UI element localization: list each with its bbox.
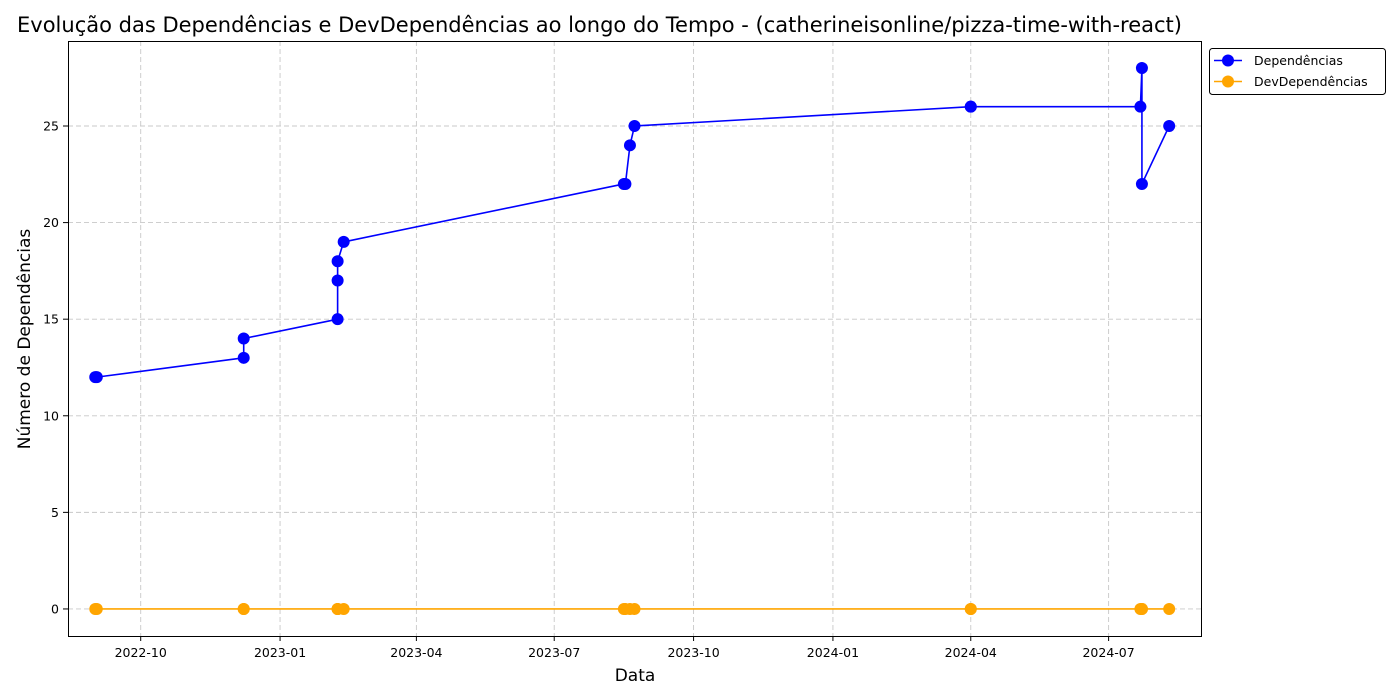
data-point-dependencias[interactable]	[1135, 177, 1148, 190]
data-point-devdependencias[interactable]	[237, 602, 250, 615]
data-point-dependencias[interactable]	[237, 332, 250, 345]
data-point-dependencias[interactable]	[337, 235, 350, 248]
data-point-devdependencias[interactable]	[1135, 602, 1148, 615]
y-axis-label: Número de Dependências	[15, 229, 35, 450]
y-tick-label: 5	[51, 505, 59, 520]
series-devdependencias	[89, 602, 1176, 615]
x-tick-label: 2023-10	[667, 645, 719, 660]
legend-box	[1209, 48, 1386, 95]
chart-title: Evolução das Dependências e DevDependênc…	[17, 13, 1182, 37]
data-point-dependencias[interactable]	[623, 139, 636, 152]
y-tick-label: 0	[51, 601, 59, 616]
x-tick-label: 2024-01	[807, 645, 859, 660]
series-dependencias	[89, 62, 1176, 384]
legend-marker-devdependencias	[1222, 75, 1234, 88]
data-point-dependencias[interactable]	[1135, 62, 1148, 75]
data-point-dependencias[interactable]	[331, 255, 344, 268]
legend-label-devdependencias: DevDependências	[1254, 74, 1368, 89]
data-point-devdependencias[interactable]	[90, 602, 103, 615]
data-point-dependencias[interactable]	[331, 274, 344, 287]
y-tick-label: 15	[43, 312, 59, 327]
y-axis: 0 5 10 15 20 25	[43, 119, 68, 616]
x-tick-label: 2024-07	[1082, 645, 1134, 660]
data-point-dependencias[interactable]	[90, 371, 103, 384]
y-tick-label: 10	[43, 408, 59, 423]
data-point-devdependencias[interactable]	[337, 602, 350, 615]
data-point-dependencias[interactable]	[331, 313, 344, 326]
data-point-dependencias[interactable]	[237, 351, 250, 364]
y-tick-label: 20	[43, 215, 59, 230]
data-point-dependencias[interactable]	[1134, 100, 1147, 113]
x-axis: 2022-10 2023-01 2023-04 2023-07 2023-10 2024-…	[115, 636, 1135, 660]
x-tick-label: 2024-04	[945, 645, 997, 660]
x-tick-label: 2022-10	[115, 645, 167, 660]
plot-frame	[68, 41, 1202, 637]
data-point-dependencias[interactable]	[619, 177, 632, 190]
plot-series	[89, 62, 1176, 615]
x-axis-label: Data	[615, 666, 656, 686]
x-tick-label: 2023-07	[528, 645, 580, 660]
legend-label-dependencias: Dependências	[1254, 53, 1343, 68]
data-point-devdependencias[interactable]	[1163, 602, 1176, 615]
data-point-dependencias[interactable]	[964, 100, 977, 113]
x-tick-label: 2023-04	[390, 645, 442, 660]
y-tick-label: 25	[43, 119, 59, 134]
data-point-devdependencias[interactable]	[628, 602, 641, 615]
data-point-dependencias[interactable]	[628, 120, 641, 132]
data-point-dependencias[interactable]	[1163, 120, 1176, 132]
legend-marker-dependencias	[1222, 54, 1234, 67]
data-point-devdependencias[interactable]	[964, 602, 977, 615]
x-tick-label: 2023-01	[254, 645, 306, 660]
legend[interactable]: Dependências DevDependências	[1209, 48, 1386, 95]
